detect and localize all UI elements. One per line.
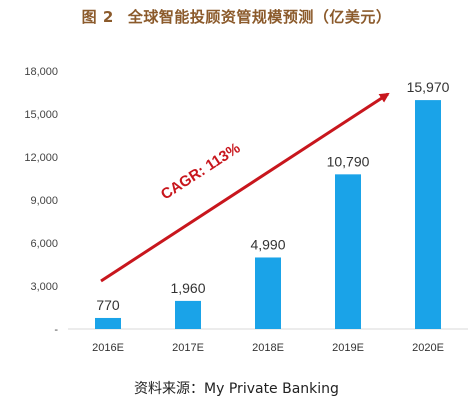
y-tick-label: 12,000 [24,152,58,164]
bars [95,100,441,329]
data-label: 770 [96,297,120,313]
x-axis: 2016E 2017E 2018E 2019E 2020E [92,342,444,354]
data-labels: 770 1,960 4,990 10,790 15,970 [96,79,449,313]
cagr-arrow [100,92,390,283]
y-tick-label: 15,000 [24,109,58,121]
bar-2019E [335,174,361,329]
bar-2016E [95,317,121,329]
y-tick-label: 9,000 [30,195,58,207]
y-tick-label: - [54,324,58,336]
chart-title: 图 2 全球智能投顾资管规模预测（亿美元） [0,6,473,27]
data-label: 15,970 [407,79,450,95]
x-tick-label: 2019E [332,342,364,354]
y-axis: - 3,000 6,000 9,000 12,000 15,000 18,000 [24,66,58,336]
y-tick-label: 6,000 [30,238,58,250]
y-tick-label: 3,000 [30,281,58,293]
x-tick-label: 2020E [412,342,444,354]
data-label: 1,960 [170,280,205,296]
bar-2018E [255,257,281,329]
figure-title: 全球智能投顾资管规模预测（亿美元） [127,8,392,26]
bar-2020E [415,100,441,329]
data-label: 10,790 [327,153,370,169]
source-note: 资料来源：My Private Banking [134,381,339,397]
data-label: 4,990 [250,236,285,252]
figure-number: 图 2 [81,8,114,26]
y-tick-label: 18,000 [24,66,58,78]
x-tick-label: 2017E [172,342,204,354]
x-tick-label: 2018E [252,342,284,354]
bar-2017E [175,300,201,329]
cagr-annotation: CAGR: 113% [158,140,243,204]
x-tick-label: 2016E [92,342,124,354]
